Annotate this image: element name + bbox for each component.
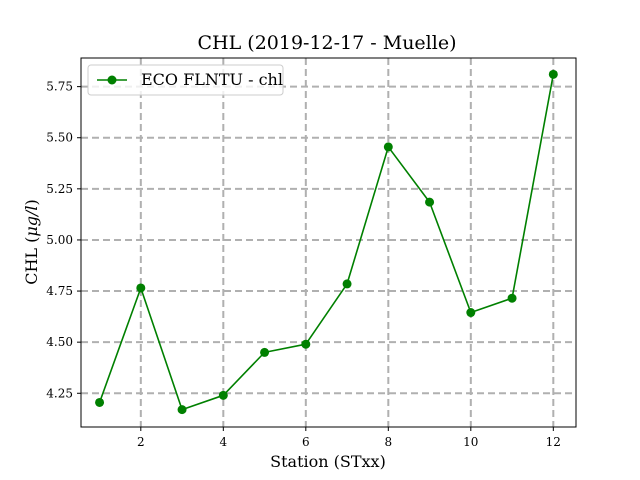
- data-point: [218, 390, 228, 400]
- data-point: [95, 397, 105, 407]
- data-point: [548, 69, 558, 79]
- legend-point-marker: [107, 75, 117, 85]
- legend: ECO FLNTU - chl: [87, 64, 284, 96]
- y-tick-label: 5.75: [46, 80, 73, 94]
- data-point: [301, 339, 311, 349]
- plot-frame: [80, 57, 577, 428]
- data-point: [136, 283, 146, 293]
- y-tick-label: 5.00: [46, 233, 73, 247]
- x-tick-label: 12: [546, 435, 561, 449]
- y-tick-label: 5.25: [46, 182, 73, 196]
- data-point: [260, 347, 270, 357]
- x-tick-label: 4: [219, 435, 227, 449]
- y-tick-label: 4.50: [46, 335, 73, 349]
- data-point: [342, 279, 352, 289]
- x-tick-label: 8: [384, 435, 392, 449]
- grid: [81, 58, 576, 427]
- y-tick-label: 4.25: [46, 386, 73, 400]
- x-tick-label: 2: [137, 435, 145, 449]
- data-point: [383, 142, 393, 152]
- chart-title: CHL (2019-12-17 - Muelle): [198, 32, 457, 54]
- x-axis-ticks: 2 4 6 8 10 12: [137, 427, 561, 449]
- data-point: [425, 197, 435, 207]
- x-axis-label: Station (STxx): [270, 452, 386, 471]
- series-layer: [95, 69, 558, 415]
- data-point: [466, 308, 476, 318]
- y-axis-ticks: 4.25 4.50 4.75 5.00 5.25 5.50 5.75: [46, 80, 81, 400]
- x-tick-label: 6: [302, 435, 310, 449]
- data-point: [507, 293, 517, 303]
- series-line: [98, 74, 555, 411]
- x-tick-label: 10: [463, 435, 478, 449]
- y-tick-label: 4.75: [46, 284, 73, 298]
- y-axis-label: CHL (μg/l): [22, 199, 41, 285]
- y-tick-label: 5.50: [46, 131, 73, 145]
- data-point: [177, 405, 187, 415]
- legend-frame: [87, 64, 284, 96]
- legend-entry-label: ECO FLNTU - chl: [141, 70, 283, 89]
